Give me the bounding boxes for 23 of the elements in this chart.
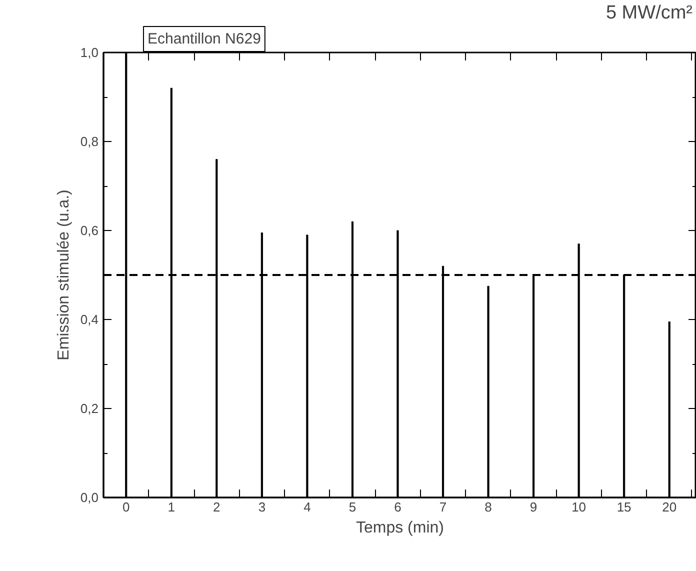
x-tick-label: 15 (616, 500, 632, 514)
y-tick-label: 0,6 (80, 223, 99, 238)
y-tick-label: 0,4 (80, 312, 99, 327)
y-tick-label: 0,8 (80, 134, 99, 149)
text: 5 MW/cm² (606, 2, 693, 24)
x-tick-label: 1 (168, 500, 176, 514)
x-tick-label: 20 (662, 500, 677, 514)
y-tick-label: 1,0 (80, 45, 99, 60)
x-tick-label: 5 (348, 500, 356, 514)
x-tick-label: 8 (484, 500, 492, 514)
x-tick-label: 3 (258, 500, 266, 514)
x-tick-label: 7 (439, 500, 447, 514)
x-tick-label: 4 (304, 500, 311, 514)
y-tick-label: 0,0 (80, 490, 99, 505)
x-tick-label: 2 (213, 500, 220, 514)
x-axis-title: Temps (min) (356, 520, 444, 536)
x-tick-label: 6 (394, 500, 402, 514)
y-axis-title: Emission stimulée (u.a.) (55, 190, 72, 360)
x-tick-label: 0 (122, 500, 130, 514)
x-tick-label: 9 (530, 500, 538, 514)
y-tick-label: 0,2 (80, 401, 99, 416)
text: Echantillon N629 (148, 30, 261, 48)
x-tick-label: 10 (572, 500, 586, 514)
